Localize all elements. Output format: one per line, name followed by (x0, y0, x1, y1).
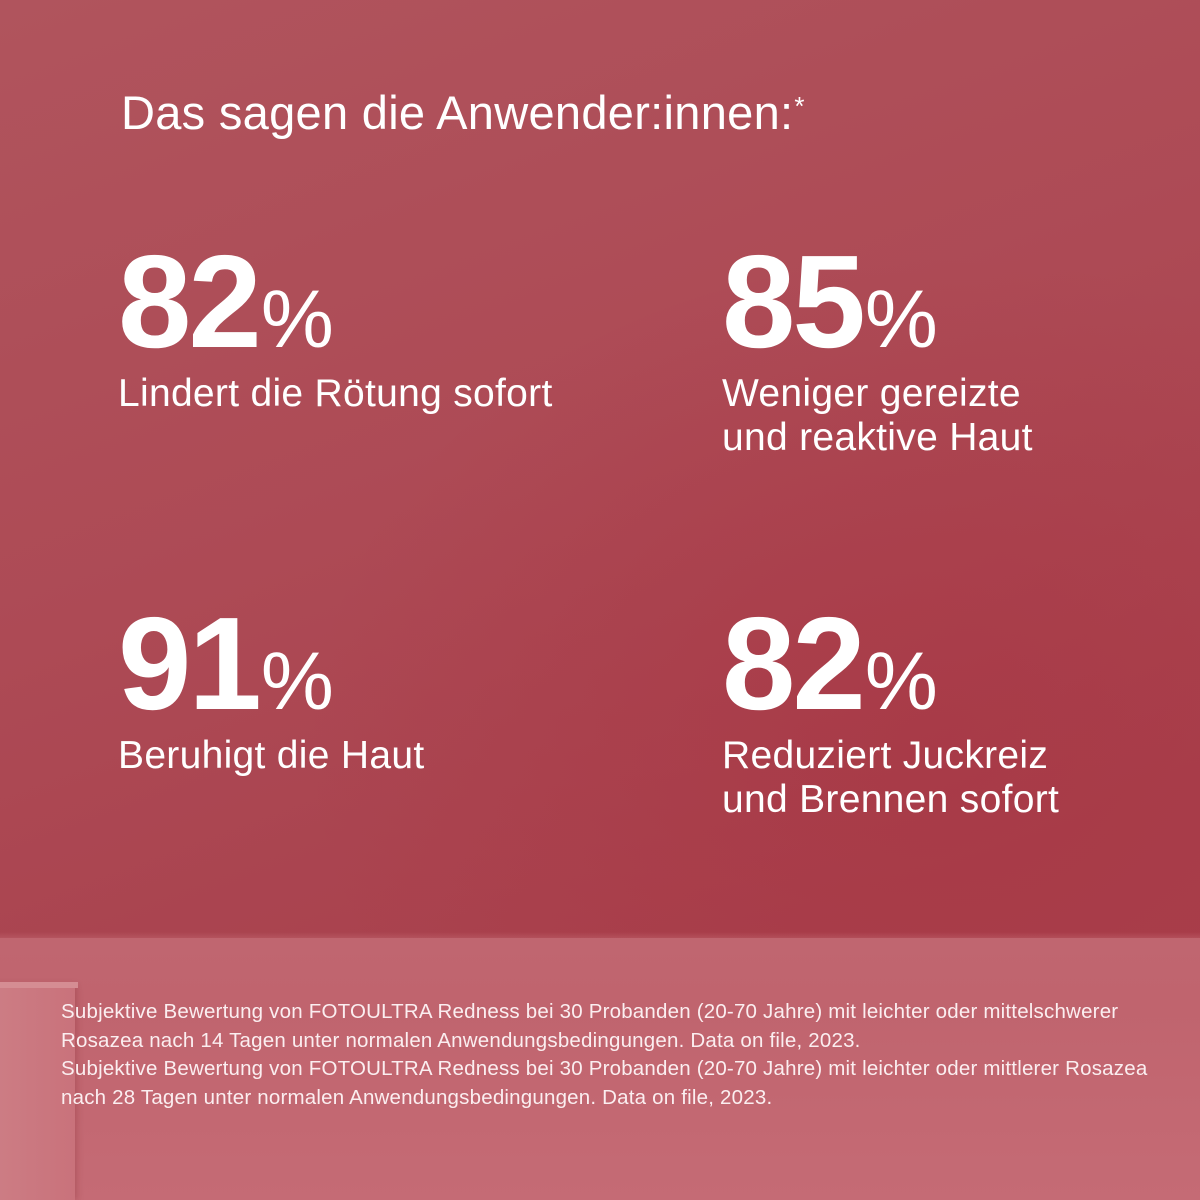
floor-edge (0, 932, 1200, 942)
stat-label-line2: und Brennen sofort (722, 778, 1060, 821)
stat-block: 82% Lindert die Rötung sofort (118, 236, 553, 416)
headline-text: Das sagen die Anwender:innen: (121, 86, 794, 139)
stat-number: 82 (118, 228, 262, 375)
stat-percent: % (864, 636, 938, 727)
stat-percent: % (260, 636, 334, 727)
stat-block: 85% Weniger gereizte und reaktive Haut (722, 236, 1033, 460)
decorative-block (0, 985, 75, 1200)
stat-block: 82% Reduziert Juckreiz und Brennen sofor… (722, 598, 1059, 822)
stat-number: 85 (722, 228, 866, 375)
stat-value: 82% (722, 598, 1059, 730)
floor-surface (0, 938, 1200, 1200)
footnote-paragraph: Subjektive Bewertung von FOTOULTRA Redne… (61, 1000, 1119, 1052)
stat-number: 91 (118, 590, 262, 737)
stat-block: 91% Beruhigt die Haut (118, 598, 424, 778)
headline-asterisk: * (794, 91, 805, 121)
stat-percent: % (864, 274, 938, 365)
stat-label-line1: Reduziert Juckreiz (722, 734, 1049, 777)
stat-number: 82 (722, 590, 866, 737)
footnote-paragraph: Subjektive Bewertung von FOTOULTRA Redne… (61, 1057, 1148, 1109)
stat-value: 91% (118, 598, 424, 730)
stat-label-line1: Lindert die Rötung sofort (118, 372, 553, 415)
stat-value: 82% (118, 236, 553, 368)
headline: Das sagen die Anwender:innen:* (121, 78, 805, 141)
stat-label-line1: Weniger gereizte (722, 372, 1021, 415)
decorative-block-top (0, 982, 78, 988)
stat-percent: % (260, 274, 334, 365)
stat-label-line2: und reaktive Haut (722, 416, 1033, 459)
stat-label-line1: Beruhigt die Haut (118, 734, 425, 777)
stat-value: 85% (722, 236, 1033, 368)
footnote: Subjektive Bewertung von FOTOULTRA Redne… (61, 998, 1171, 1112)
